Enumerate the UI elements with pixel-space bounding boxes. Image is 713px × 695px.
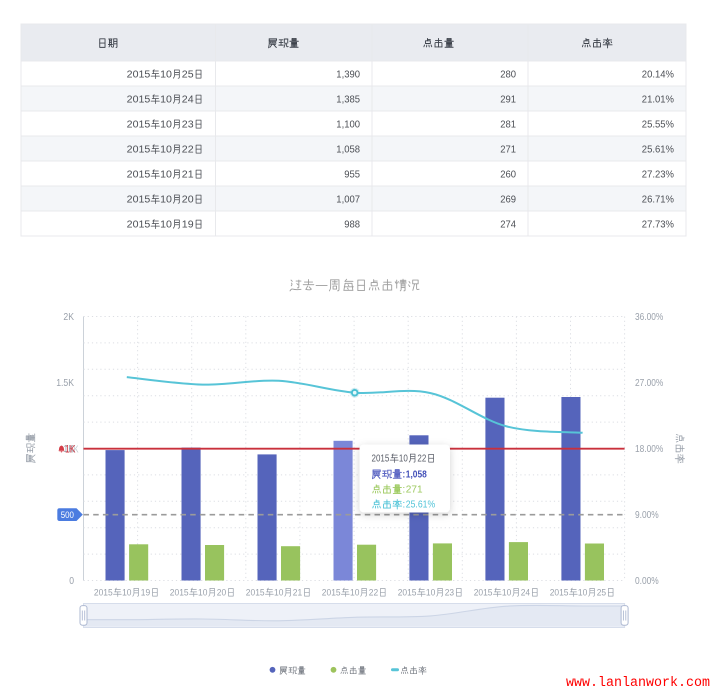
svg-text:280: 280 xyxy=(500,69,516,80)
svg-text:10: 10 xyxy=(160,194,172,205)
svg-text:2015: 2015 xyxy=(372,453,390,464)
svg-text:988: 988 xyxy=(344,219,360,230)
svg-text:1,100: 1,100 xyxy=(336,119,360,130)
svg-text:27.00%: 27.00% xyxy=(635,378,663,389)
svg-text:269: 269 xyxy=(500,194,516,205)
svg-text:27.23%: 27.23% xyxy=(642,169,674,180)
svg-text:10: 10 xyxy=(502,587,511,597)
svg-text:2015: 2015 xyxy=(550,587,569,597)
svg-text:2K: 2K xyxy=(63,312,74,323)
svg-text:19: 19 xyxy=(141,587,150,597)
svg-text:23: 23 xyxy=(182,119,194,130)
svg-text:10: 10 xyxy=(274,587,283,597)
svg-text:2015: 2015 xyxy=(474,587,493,597)
svg-text:2015: 2015 xyxy=(127,94,151,105)
svg-text:10: 10 xyxy=(578,587,587,597)
svg-text:10: 10 xyxy=(160,144,172,155)
svg-text:20: 20 xyxy=(217,587,226,597)
svg-text:36.00%: 36.00% xyxy=(635,312,663,323)
svg-text:1,385: 1,385 xyxy=(336,94,360,105)
svg-text:25.61%: 25.61% xyxy=(642,144,674,155)
svg-text:20: 20 xyxy=(182,194,194,205)
svg-text:2015: 2015 xyxy=(127,219,151,230)
svg-text:2015: 2015 xyxy=(94,587,113,597)
svg-text:20.14%: 20.14% xyxy=(642,69,674,80)
svg-text:23: 23 xyxy=(445,587,454,597)
svg-text:25: 25 xyxy=(182,69,194,80)
svg-text:10: 10 xyxy=(426,587,435,597)
svg-text:10: 10 xyxy=(122,587,131,597)
svg-text:2015: 2015 xyxy=(127,169,151,180)
svg-text::: : xyxy=(402,469,405,480)
svg-text:www.lanlanwork.com: www.lanlanwork.com xyxy=(566,676,710,690)
svg-text:22: 22 xyxy=(417,453,426,464)
svg-text:0.00%: 0.00% xyxy=(635,576,659,587)
svg-text:10: 10 xyxy=(160,119,172,130)
svg-text:19: 19 xyxy=(182,219,194,230)
svg-text:10: 10 xyxy=(160,69,172,80)
svg-text:24: 24 xyxy=(521,587,530,597)
svg-text:24: 24 xyxy=(182,94,194,105)
svg-text:9.00%: 9.00% xyxy=(635,510,659,521)
svg-text:25: 25 xyxy=(597,587,606,597)
svg-text:271: 271 xyxy=(406,485,423,496)
svg-text:1,058: 1,058 xyxy=(336,144,360,155)
svg-text:1,007: 1,007 xyxy=(336,194,360,205)
svg-text:21.01%: 21.01% xyxy=(642,94,674,105)
svg-text:291: 291 xyxy=(500,94,516,105)
svg-text:2015: 2015 xyxy=(170,587,189,597)
svg-text::: : xyxy=(402,485,405,496)
svg-text:10: 10 xyxy=(160,219,172,230)
svg-text:2015: 2015 xyxy=(322,587,341,597)
svg-text:10: 10 xyxy=(350,587,359,597)
svg-text:260: 260 xyxy=(500,169,516,180)
svg-text:21: 21 xyxy=(293,587,302,597)
svg-text:271: 271 xyxy=(500,144,516,155)
svg-text::: : xyxy=(402,500,405,511)
svg-text:10: 10 xyxy=(198,587,207,597)
svg-text:2015: 2015 xyxy=(127,69,151,80)
svg-text:1K: 1K xyxy=(63,444,74,455)
svg-text:25.61%: 25.61% xyxy=(406,500,435,511)
svg-text:281: 281 xyxy=(500,119,516,130)
svg-text:22: 22 xyxy=(369,587,378,597)
svg-text:955: 955 xyxy=(344,169,360,180)
svg-text:22: 22 xyxy=(182,144,194,155)
svg-text:10: 10 xyxy=(399,453,408,464)
svg-text:2015: 2015 xyxy=(398,587,417,597)
svg-text:10: 10 xyxy=(160,169,172,180)
svg-text:274: 274 xyxy=(500,219,516,230)
svg-text:2015: 2015 xyxy=(246,587,265,597)
svg-text:500: 500 xyxy=(61,510,74,520)
svg-text:2015: 2015 xyxy=(127,194,151,205)
svg-text:10: 10 xyxy=(160,94,172,105)
svg-text:0: 0 xyxy=(69,576,74,587)
svg-text:26.71%: 26.71% xyxy=(642,194,674,205)
svg-text:18.00%: 18.00% xyxy=(635,444,663,455)
svg-text:1,390: 1,390 xyxy=(336,69,360,80)
svg-text:1,058: 1,058 xyxy=(406,469,427,480)
svg-text:27.73%: 27.73% xyxy=(642,219,674,230)
svg-text:21: 21 xyxy=(182,169,194,180)
svg-text:1.5K: 1.5K xyxy=(56,378,74,389)
svg-text:1K: 1K xyxy=(70,444,79,455)
svg-text:25.55%: 25.55% xyxy=(642,119,674,130)
svg-text:1K: 1K xyxy=(65,444,76,456)
svg-text:2015: 2015 xyxy=(127,144,151,155)
svg-text:2015: 2015 xyxy=(127,119,151,130)
